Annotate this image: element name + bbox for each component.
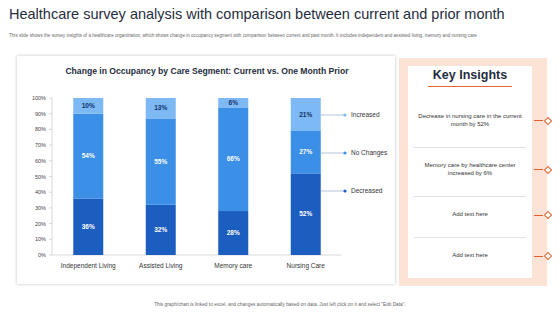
y-tick [49, 239, 52, 240]
y-tick-label: 40% [35, 189, 46, 195]
item: Memory care by healthcare center increas… [411, 162, 529, 177]
data-label: 32% [154, 226, 167, 233]
y-tick-label: 90% [35, 111, 46, 117]
kline [428, 86, 512, 87]
y-tick [49, 192, 52, 193]
kt: Key Insights [408, 68, 532, 82]
bar-segment [218, 98, 248, 107]
legend-line [321, 191, 345, 192]
data-label: 55% [154, 158, 167, 165]
y-tick-label: 20% [35, 221, 46, 227]
y-tick [49, 129, 52, 130]
tick [534, 215, 543, 216]
y-axis [52, 98, 53, 255]
y-tick-label: 60% [35, 158, 46, 164]
legend-line [321, 115, 345, 116]
y-tick-label: 80% [35, 126, 46, 132]
x-tick-label: Memory care [214, 262, 252, 270]
y-tick-label: 50% [35, 174, 46, 180]
tick [534, 256, 543, 257]
y-tick [49, 255, 52, 256]
data-label: 10% [82, 102, 95, 109]
x-tick-label: Assisted Living [139, 262, 183, 270]
data-label: 21% [299, 111, 312, 118]
bar-segment [291, 173, 321, 255]
item: Decrease in nursing care in the current … [411, 113, 529, 128]
bar-segment [146, 205, 176, 255]
y-tick [49, 207, 52, 208]
y-tick-label: 30% [35, 205, 46, 211]
tick [534, 120, 543, 121]
legend-dot [343, 151, 346, 154]
bar-segment [73, 98, 103, 114]
data-label: 6% [229, 99, 239, 106]
legend-label: Increased [351, 111, 380, 118]
data-label: 66% [227, 155, 240, 162]
bar-segment [73, 198, 103, 255]
chart: Change in Occupancy by Care Segment: Cur… [0, 0, 560, 315]
y-tick-label: 70% [35, 142, 46, 148]
sep [414, 147, 526, 148]
item: Add text here [411, 211, 529, 219]
bar-segment [291, 98, 321, 131]
bar-segment [146, 118, 176, 204]
subtitle: This slide shows the survey insights of … [9, 33, 549, 39]
y-tick-label: 10% [35, 236, 46, 242]
bar-segment [146, 98, 176, 118]
legend-dot [343, 113, 346, 116]
item: Add text here [411, 252, 529, 260]
legend-label: No Changes [351, 149, 388, 157]
legend-label: Decreased [351, 187, 383, 194]
data-label: 28% [227, 229, 240, 236]
legend-dot [343, 189, 346, 192]
y-tick [49, 113, 52, 114]
sep [414, 237, 526, 238]
bar-segment [218, 211, 248, 255]
sep [414, 196, 526, 197]
data-label: 54% [82, 152, 95, 159]
legend-line [321, 153, 345, 154]
data-label: 27% [299, 148, 312, 155]
chart-title: Change in Occupancy by Care Segment: Cur… [65, 66, 349, 76]
labels: 36% 54% 10% 32% 55% 13% 28% 66% 6% 52% 27% 21% [82, 99, 313, 236]
bar-segment [73, 114, 103, 199]
y-tick [49, 223, 52, 224]
y-tick [49, 98, 52, 99]
x-tick-label: Independent Living [61, 262, 116, 270]
data-label: 36% [82, 223, 95, 230]
title: Healthcare survey analysis with comparis… [9, 6, 505, 22]
bar-segment [291, 131, 321, 173]
x-tick-label: Nursing Care [287, 262, 326, 270]
y-tick-label: 100% [32, 95, 46, 101]
data-label: 52% [299, 210, 312, 217]
bars [73, 98, 321, 255]
y-tick [49, 145, 52, 146]
y-tick-label: 0% [38, 252, 46, 258]
bar-segment [218, 107, 248, 211]
tick [534, 169, 543, 170]
y-tick [49, 176, 52, 177]
footer: This graph/chart is linked to excel, and… [0, 302, 560, 307]
data-label: 13% [154, 104, 167, 111]
y-tick [49, 160, 52, 161]
